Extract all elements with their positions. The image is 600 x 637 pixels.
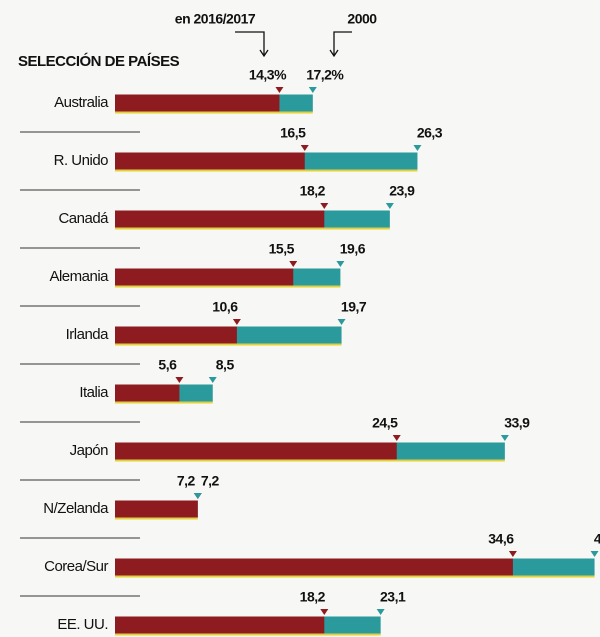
marker xyxy=(336,261,345,267)
value-label: 26,3 xyxy=(417,125,443,141)
category-label: Japón xyxy=(70,442,109,459)
marker xyxy=(300,145,309,151)
value-label: 34,6 xyxy=(488,531,514,547)
marker xyxy=(275,87,284,93)
marker xyxy=(392,435,401,441)
category-label: Canadá xyxy=(58,210,109,227)
value-label: 24,5 xyxy=(372,415,398,431)
legend-2016: en 2016/2017 xyxy=(175,11,256,27)
bar-underline xyxy=(115,574,595,578)
value-label: 18,2 xyxy=(300,183,326,199)
category-label: Alemania xyxy=(49,268,109,285)
marker xyxy=(385,203,394,209)
bar-underline xyxy=(115,342,342,346)
category-label: Corea/Sur xyxy=(44,558,108,575)
bar-underline xyxy=(115,458,505,462)
value-label: 16,5 xyxy=(280,125,306,141)
bar xyxy=(115,152,305,170)
value-label: 15,5 xyxy=(269,241,295,257)
value-label: 18,2 xyxy=(300,589,326,605)
category-label: Italia xyxy=(79,384,109,401)
marker xyxy=(508,551,517,557)
value-label: 23,9 xyxy=(389,183,415,199)
marker xyxy=(500,435,509,441)
value-label: 23,1 xyxy=(380,589,406,605)
bar xyxy=(115,500,198,518)
bar-underline xyxy=(115,284,341,288)
value-label: 5,6 xyxy=(158,357,177,373)
marker xyxy=(232,319,241,325)
marker xyxy=(590,551,599,557)
bar xyxy=(115,442,397,460)
bar-underline xyxy=(115,110,313,114)
marker xyxy=(337,319,346,325)
marker xyxy=(289,261,298,267)
marker xyxy=(308,87,317,93)
marker xyxy=(175,377,184,383)
category-label: R. Unido xyxy=(54,152,109,169)
category-label: EE. UU. xyxy=(57,616,108,633)
chart-title: SELECCIÓN DE PAÍSES xyxy=(18,52,180,70)
value-label: 33,9 xyxy=(504,415,530,431)
legend-arrow xyxy=(235,31,269,58)
value-label: 10,6 xyxy=(212,299,238,315)
value-label: 19,6 xyxy=(340,241,366,257)
bar xyxy=(115,210,325,228)
marker xyxy=(320,609,329,615)
marker xyxy=(376,609,385,615)
bar xyxy=(115,384,180,402)
value-label: 7,2 xyxy=(201,473,220,489)
value-label: 8,5 xyxy=(216,357,235,373)
bar xyxy=(115,94,280,112)
bar xyxy=(115,326,237,344)
marker xyxy=(208,377,217,383)
bar-underline xyxy=(115,226,390,230)
category-label: Australia xyxy=(54,94,109,111)
marker xyxy=(320,203,329,209)
value-label: 19,7 xyxy=(341,299,367,315)
value-label: 17,2% xyxy=(306,67,344,83)
value-label: 7,2 xyxy=(177,473,196,489)
bar xyxy=(115,558,513,576)
legend-2000: 2000 xyxy=(347,11,377,27)
bar xyxy=(115,616,325,634)
bar xyxy=(115,268,294,286)
value-label: 14,3% xyxy=(249,67,287,83)
legend-arrow xyxy=(329,31,352,58)
category-label: Irlanda xyxy=(66,326,110,343)
value-label: 41,7 xyxy=(594,531,600,547)
bar-underline xyxy=(115,516,198,520)
marker xyxy=(413,145,422,151)
marker xyxy=(193,493,202,499)
category-label: N/Zelanda xyxy=(43,500,109,517)
bar-underline xyxy=(115,400,213,404)
bar-underline xyxy=(115,168,418,172)
bar-underline xyxy=(115,632,381,636)
